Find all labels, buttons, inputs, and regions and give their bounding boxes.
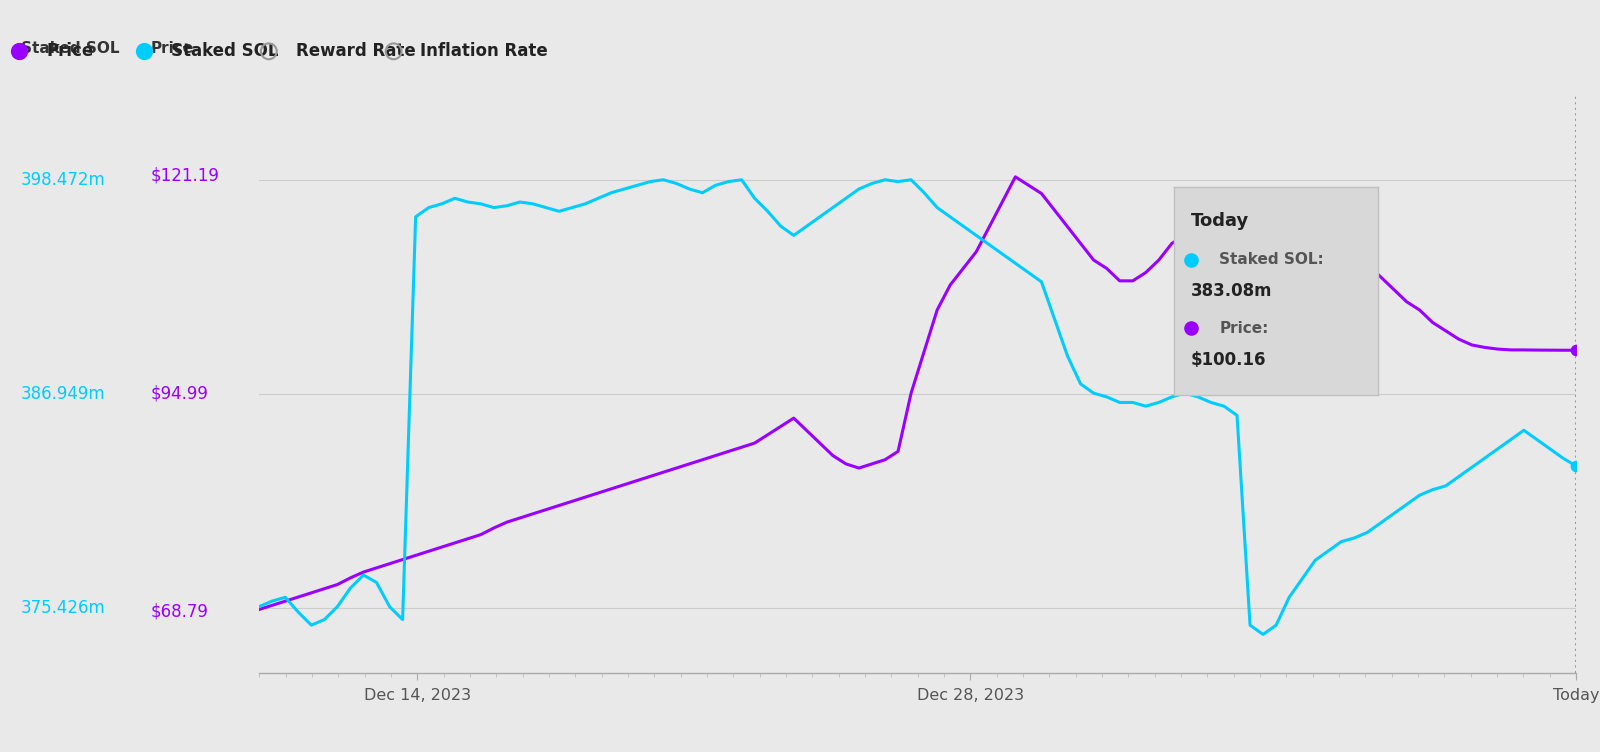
- Text: Staked SOL: Staked SOL: [171, 42, 278, 60]
- Text: Today: Today: [1190, 211, 1250, 229]
- Text: Price:: Price:: [1219, 321, 1269, 336]
- Point: [256, 45, 282, 57]
- Text: 383.08m: 383.08m: [1190, 282, 1272, 300]
- Text: 386.949m: 386.949m: [21, 385, 106, 403]
- Text: $100.16: $100.16: [1190, 350, 1266, 368]
- Text: $68.79: $68.79: [150, 602, 208, 620]
- Text: Price: Price: [150, 41, 194, 56]
- Point: [381, 45, 406, 57]
- Text: 375.426m: 375.426m: [21, 599, 106, 617]
- Text: $121.19: $121.19: [150, 166, 219, 184]
- Text: Price: Price: [46, 42, 93, 60]
- Point: [6, 45, 32, 57]
- Point: [1178, 253, 1203, 265]
- Text: Staked SOL:: Staked SOL:: [1219, 252, 1325, 267]
- Point: [1178, 323, 1203, 335]
- Point: [131, 45, 157, 57]
- Text: Reward Rate: Reward Rate: [296, 42, 416, 60]
- Point: [1563, 344, 1589, 356]
- Text: $94.99: $94.99: [150, 384, 208, 402]
- Text: 398.472m: 398.472m: [21, 171, 106, 190]
- Text: Inflation Rate: Inflation Rate: [421, 42, 549, 60]
- Text: Staked SOL: Staked SOL: [21, 41, 120, 56]
- Point: [1563, 460, 1589, 472]
